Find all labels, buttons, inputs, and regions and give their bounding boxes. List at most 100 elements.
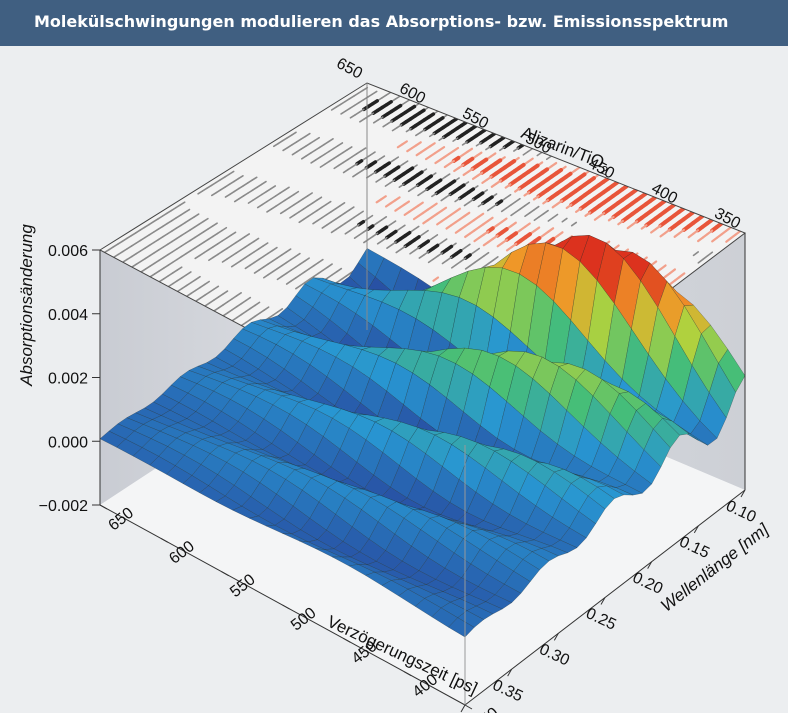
contour-segment	[203, 238, 210, 243]
contour-segment	[514, 197, 521, 203]
contour-segment	[331, 270, 338, 276]
contour-segment	[547, 216, 554, 222]
contour-segment	[323, 140, 330, 146]
contour-segment	[380, 112, 389, 119]
x-tick-mark	[507, 668, 513, 677]
contour-segment	[455, 260, 462, 266]
contour-segment	[299, 281, 306, 287]
contour-segment	[483, 251, 490, 257]
contour-segment	[244, 243, 251, 249]
contour-segment	[271, 246, 278, 252]
contour-segment	[403, 210, 411, 216]
contour-segment	[233, 197, 240, 203]
contour-segment	[380, 94, 387, 99]
contour-segment	[197, 190, 204, 195]
contour-segment	[464, 264, 472, 270]
contour-segment	[346, 155, 353, 161]
contour-segment	[226, 255, 233, 260]
contour-segment	[112, 253, 119, 259]
contour-segment	[617, 219, 625, 226]
contour-segment	[108, 246, 115, 251]
contour-segment	[239, 257, 247, 262]
contour-segment	[251, 186, 258, 191]
contour-segment	[180, 232, 187, 237]
contour-segment	[258, 266, 265, 271]
contour-segment	[299, 260, 306, 265]
contour-segment	[342, 158, 349, 164]
contour-segment	[181, 274, 188, 279]
contour-segment	[130, 242, 137, 247]
x-tick-mark	[460, 704, 466, 713]
contour-segment	[465, 137, 474, 144]
contour-segment	[152, 218, 159, 223]
contour-segment	[369, 151, 376, 156]
contour-segment	[245, 307, 252, 313]
contour-segment	[415, 131, 422, 137]
contour-segment	[692, 251, 700, 257]
contour-segment	[702, 254, 709, 261]
contour-segment	[403, 241, 412, 249]
contour-segment	[444, 173, 451, 178]
contour-segment	[339, 202, 346, 207]
contour-segment	[326, 263, 333, 268]
contour-segment	[384, 182, 391, 187]
contour-segment	[230, 262, 238, 268]
contour-segment	[198, 230, 205, 236]
contour-segment	[434, 158, 442, 165]
contour-segment	[254, 301, 261, 307]
contour-segment	[640, 224, 648, 230]
surface-chart: 0.006 0.004 0.002 0.000 −0.002 0.10 0.15 0.20 0.…	[17, 55, 773, 713]
contour-segment	[626, 223, 634, 230]
contour-segment	[144, 254, 151, 260]
contour-segment	[261, 190, 268, 196]
contour-segment	[392, 175, 401, 182]
contour-segment	[495, 199, 504, 206]
contour-segment	[460, 257, 467, 263]
contour-segment	[290, 255, 297, 261]
contour-segment	[340, 275, 347, 281]
contour-segment	[319, 163, 326, 168]
contour-segment	[386, 244, 393, 249]
contour-segment	[171, 237, 178, 243]
contour-segment	[199, 294, 206, 300]
contour-segment	[230, 241, 237, 247]
contour-segment	[204, 291, 211, 297]
contour-segment	[117, 240, 124, 245]
contour-segment	[215, 179, 222, 184]
contour-segment	[353, 92, 360, 97]
contour-segment	[347, 165, 354, 171]
contour-segment	[375, 228, 384, 236]
contour-segment	[542, 209, 549, 215]
contour-segment	[230, 252, 237, 257]
contour-segment	[252, 196, 259, 202]
contour-segment	[345, 272, 352, 277]
contour-segment	[422, 229, 429, 235]
contour-segment	[203, 280, 210, 286]
contour-segment	[162, 233, 169, 238]
contour-segment	[313, 136, 321, 142]
contour-segment	[175, 214, 182, 219]
contour-segment	[324, 160, 331, 166]
contour-segment	[193, 213, 200, 218]
contour-segment	[339, 100, 346, 106]
contour-segment	[149, 262, 156, 268]
contour-segment	[473, 258, 481, 264]
contour-segment	[336, 278, 343, 284]
contour-segment	[377, 116, 384, 121]
contour-segment	[523, 191, 531, 197]
contour-segment	[217, 293, 224, 298]
contour-segment	[290, 277, 297, 282]
contour-segment	[131, 263, 138, 268]
contour-segment	[407, 187, 414, 193]
contour-segment	[216, 229, 223, 235]
contour-segment	[144, 265, 151, 270]
contour-segment	[305, 152, 312, 157]
contour-segment	[275, 202, 282, 207]
contour-segment	[358, 99, 365, 104]
contour-segment	[319, 153, 326, 159]
contour-segment	[519, 205, 526, 210]
contour-segment	[362, 104, 371, 112]
contour-segment	[244, 264, 251, 270]
contour-segment	[334, 215, 342, 220]
contour-segment	[284, 206, 291, 212]
